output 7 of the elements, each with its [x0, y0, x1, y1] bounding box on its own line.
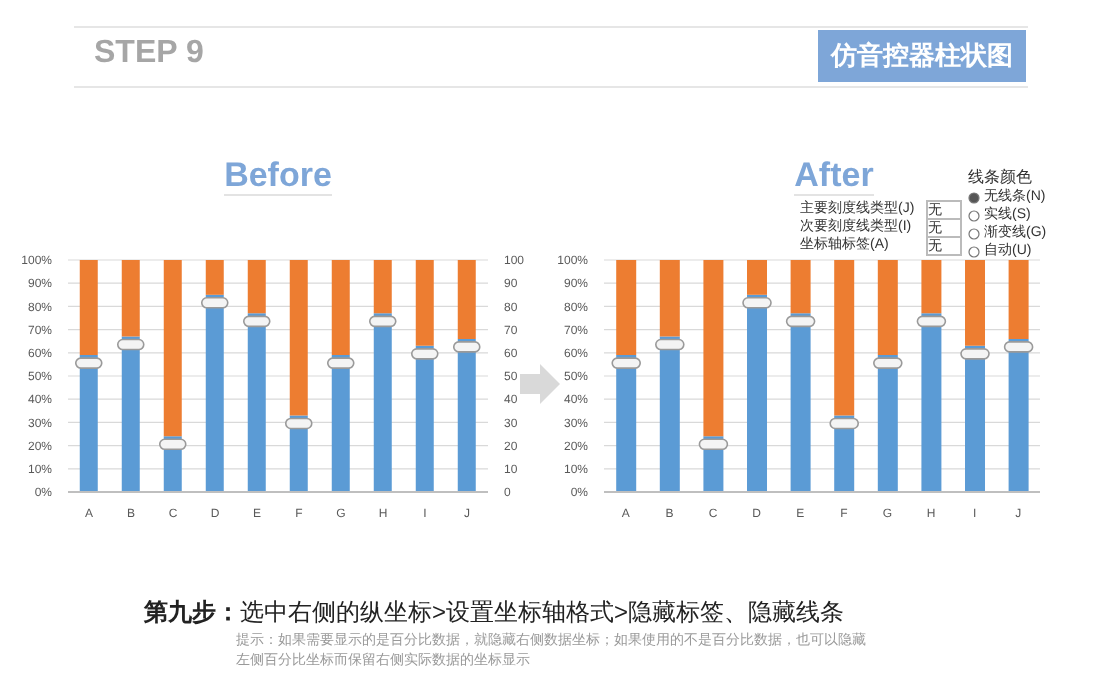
text: 线条颜色 [968, 168, 1032, 186]
text: STEP 9 [94, 36, 204, 72]
text: 选中右侧的纵坐标>设置坐标轴格式>隐藏标签、隐藏线条 [240, 598, 845, 626]
text: 仿音控器柱状图 [818, 30, 1026, 82]
text: 第九步： [144, 598, 240, 626]
chart-title: Before [224, 156, 332, 196]
chart-title: After [794, 156, 874, 196]
